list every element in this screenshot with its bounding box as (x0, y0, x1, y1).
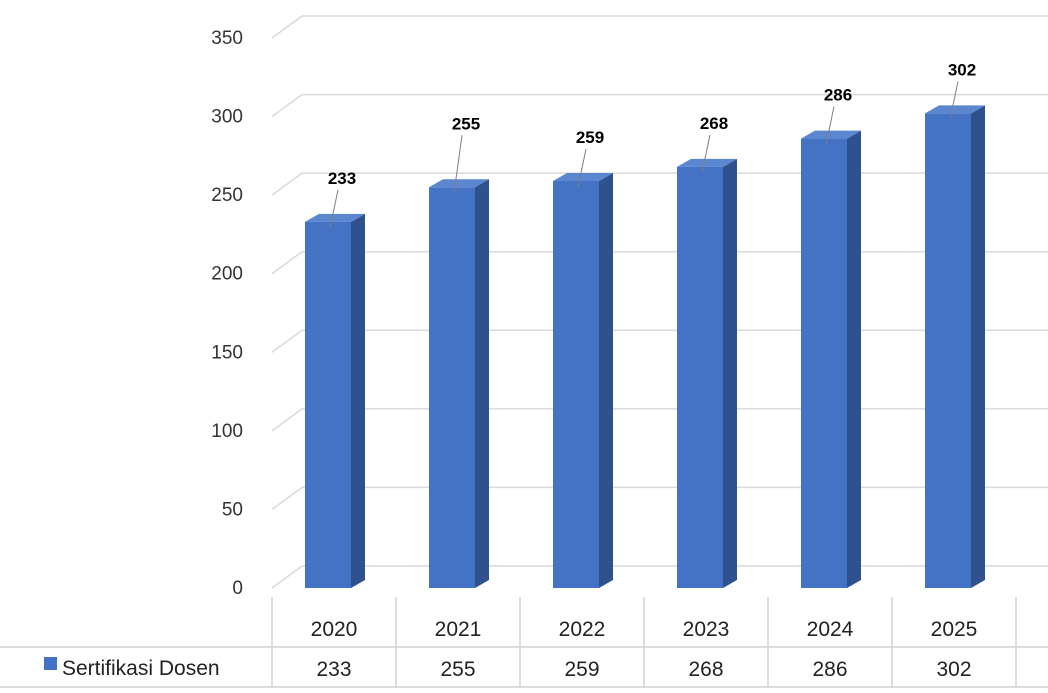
bar-top-2020 (305, 213, 365, 222)
y-tick-label-200: 200 (211, 264, 243, 285)
bar-top-2022 (553, 173, 613, 181)
data-label-leader-2023 (701, 134, 711, 173)
table-value-2021: 255 (440, 658, 475, 681)
legend-label: Sertifikasi Dosen (62, 657, 220, 680)
x-tick-label-2020: 2020 (311, 618, 358, 641)
data-label-leader-2025 (949, 81, 959, 120)
bar-2022 (553, 173, 613, 588)
gridline-diag-350 (271, 15, 303, 39)
table-value-2025: 302 (936, 658, 971, 681)
bar-2020 (305, 213, 365, 588)
bar-side-2023 (723, 158, 737, 588)
gridlines (271, 15, 1048, 589)
bar-side-2024 (847, 130, 861, 589)
data-label-leader-2020 (329, 189, 339, 228)
data-label-2024: 286 (824, 86, 852, 105)
y-axis-ticks: 0 50 100 150 200 250 300 350 (211, 28, 243, 599)
bar-top-2025 (925, 105, 985, 114)
bar-2025 (925, 105, 985, 588)
bar-front-2025 (925, 113, 971, 588)
table-value-2022: 259 (564, 658, 599, 681)
bar-side-2025 (971, 105, 985, 588)
data-label-2022: 259 (576, 128, 604, 147)
y-tick-label-350: 350 (211, 28, 243, 49)
data-label-leader-2022 (577, 148, 587, 188)
data-label-2020: 233 (328, 169, 356, 188)
data-label-2025: 302 (948, 60, 976, 79)
table-value-2024: 286 (812, 658, 847, 681)
bar-side-2021 (475, 179, 489, 589)
bar-2021 (429, 179, 489, 589)
y-tick-label-150: 150 (211, 342, 243, 363)
y-tick-label-300: 300 (211, 107, 243, 128)
bar-2024 (801, 130, 861, 589)
x-tick-label-2022: 2022 (559, 618, 606, 641)
bar-2023 (677, 158, 737, 588)
bar-front-2024 (801, 138, 847, 589)
gridline-diag-50 (271, 486, 303, 511)
data-label-leader-2021 (453, 135, 463, 194)
bar-front-2023 (677, 166, 723, 588)
x-tick-label-2025: 2025 (931, 618, 978, 641)
gridline-diag-0 (271, 565, 303, 589)
bar-front-2022 (553, 181, 599, 588)
x-tick-label-2023: 2023 (683, 618, 730, 641)
y-tick-label-50: 50 (222, 499, 243, 520)
data-label-leader-2024 (825, 106, 835, 145)
y-tick-label-250: 250 (211, 185, 243, 206)
bars (305, 105, 985, 589)
bar-side-2020 (351, 213, 365, 588)
gridline-diag-100 (271, 408, 303, 432)
data-table: 2020 233 2021 255 2022 259 2023 268 2024 286 2025 3… (0, 597, 1048, 688)
bar-front-2020 (305, 221, 351, 588)
data-label-2023: 268 (700, 114, 728, 133)
table-value-2020: 233 (316, 658, 351, 681)
bar-front-2021 (429, 187, 475, 589)
data-label-2021: 255 (452, 114, 480, 133)
gridline-diag-150 (271, 329, 303, 353)
y-tick-label-100: 100 (211, 421, 243, 442)
y-tick-label-0: 0 (232, 578, 243, 599)
data-labels: 233 255 259 268 286 302 (328, 60, 976, 228)
bar-top-2021 (429, 179, 489, 188)
gridline-diag-200 (271, 251, 303, 275)
x-tick-label-2021: 2021 (435, 618, 482, 641)
bar-top-2023 (677, 158, 737, 167)
legend-swatch (44, 657, 57, 670)
table-value-2023: 268 (688, 658, 723, 681)
bar-side-2022 (599, 173, 613, 588)
bar-top-2024 (801, 130, 861, 139)
gridline-diag-250 (271, 172, 303, 196)
gridline-diag-300 (271, 93, 303, 118)
x-tick-label-2024: 2024 (807, 618, 854, 641)
